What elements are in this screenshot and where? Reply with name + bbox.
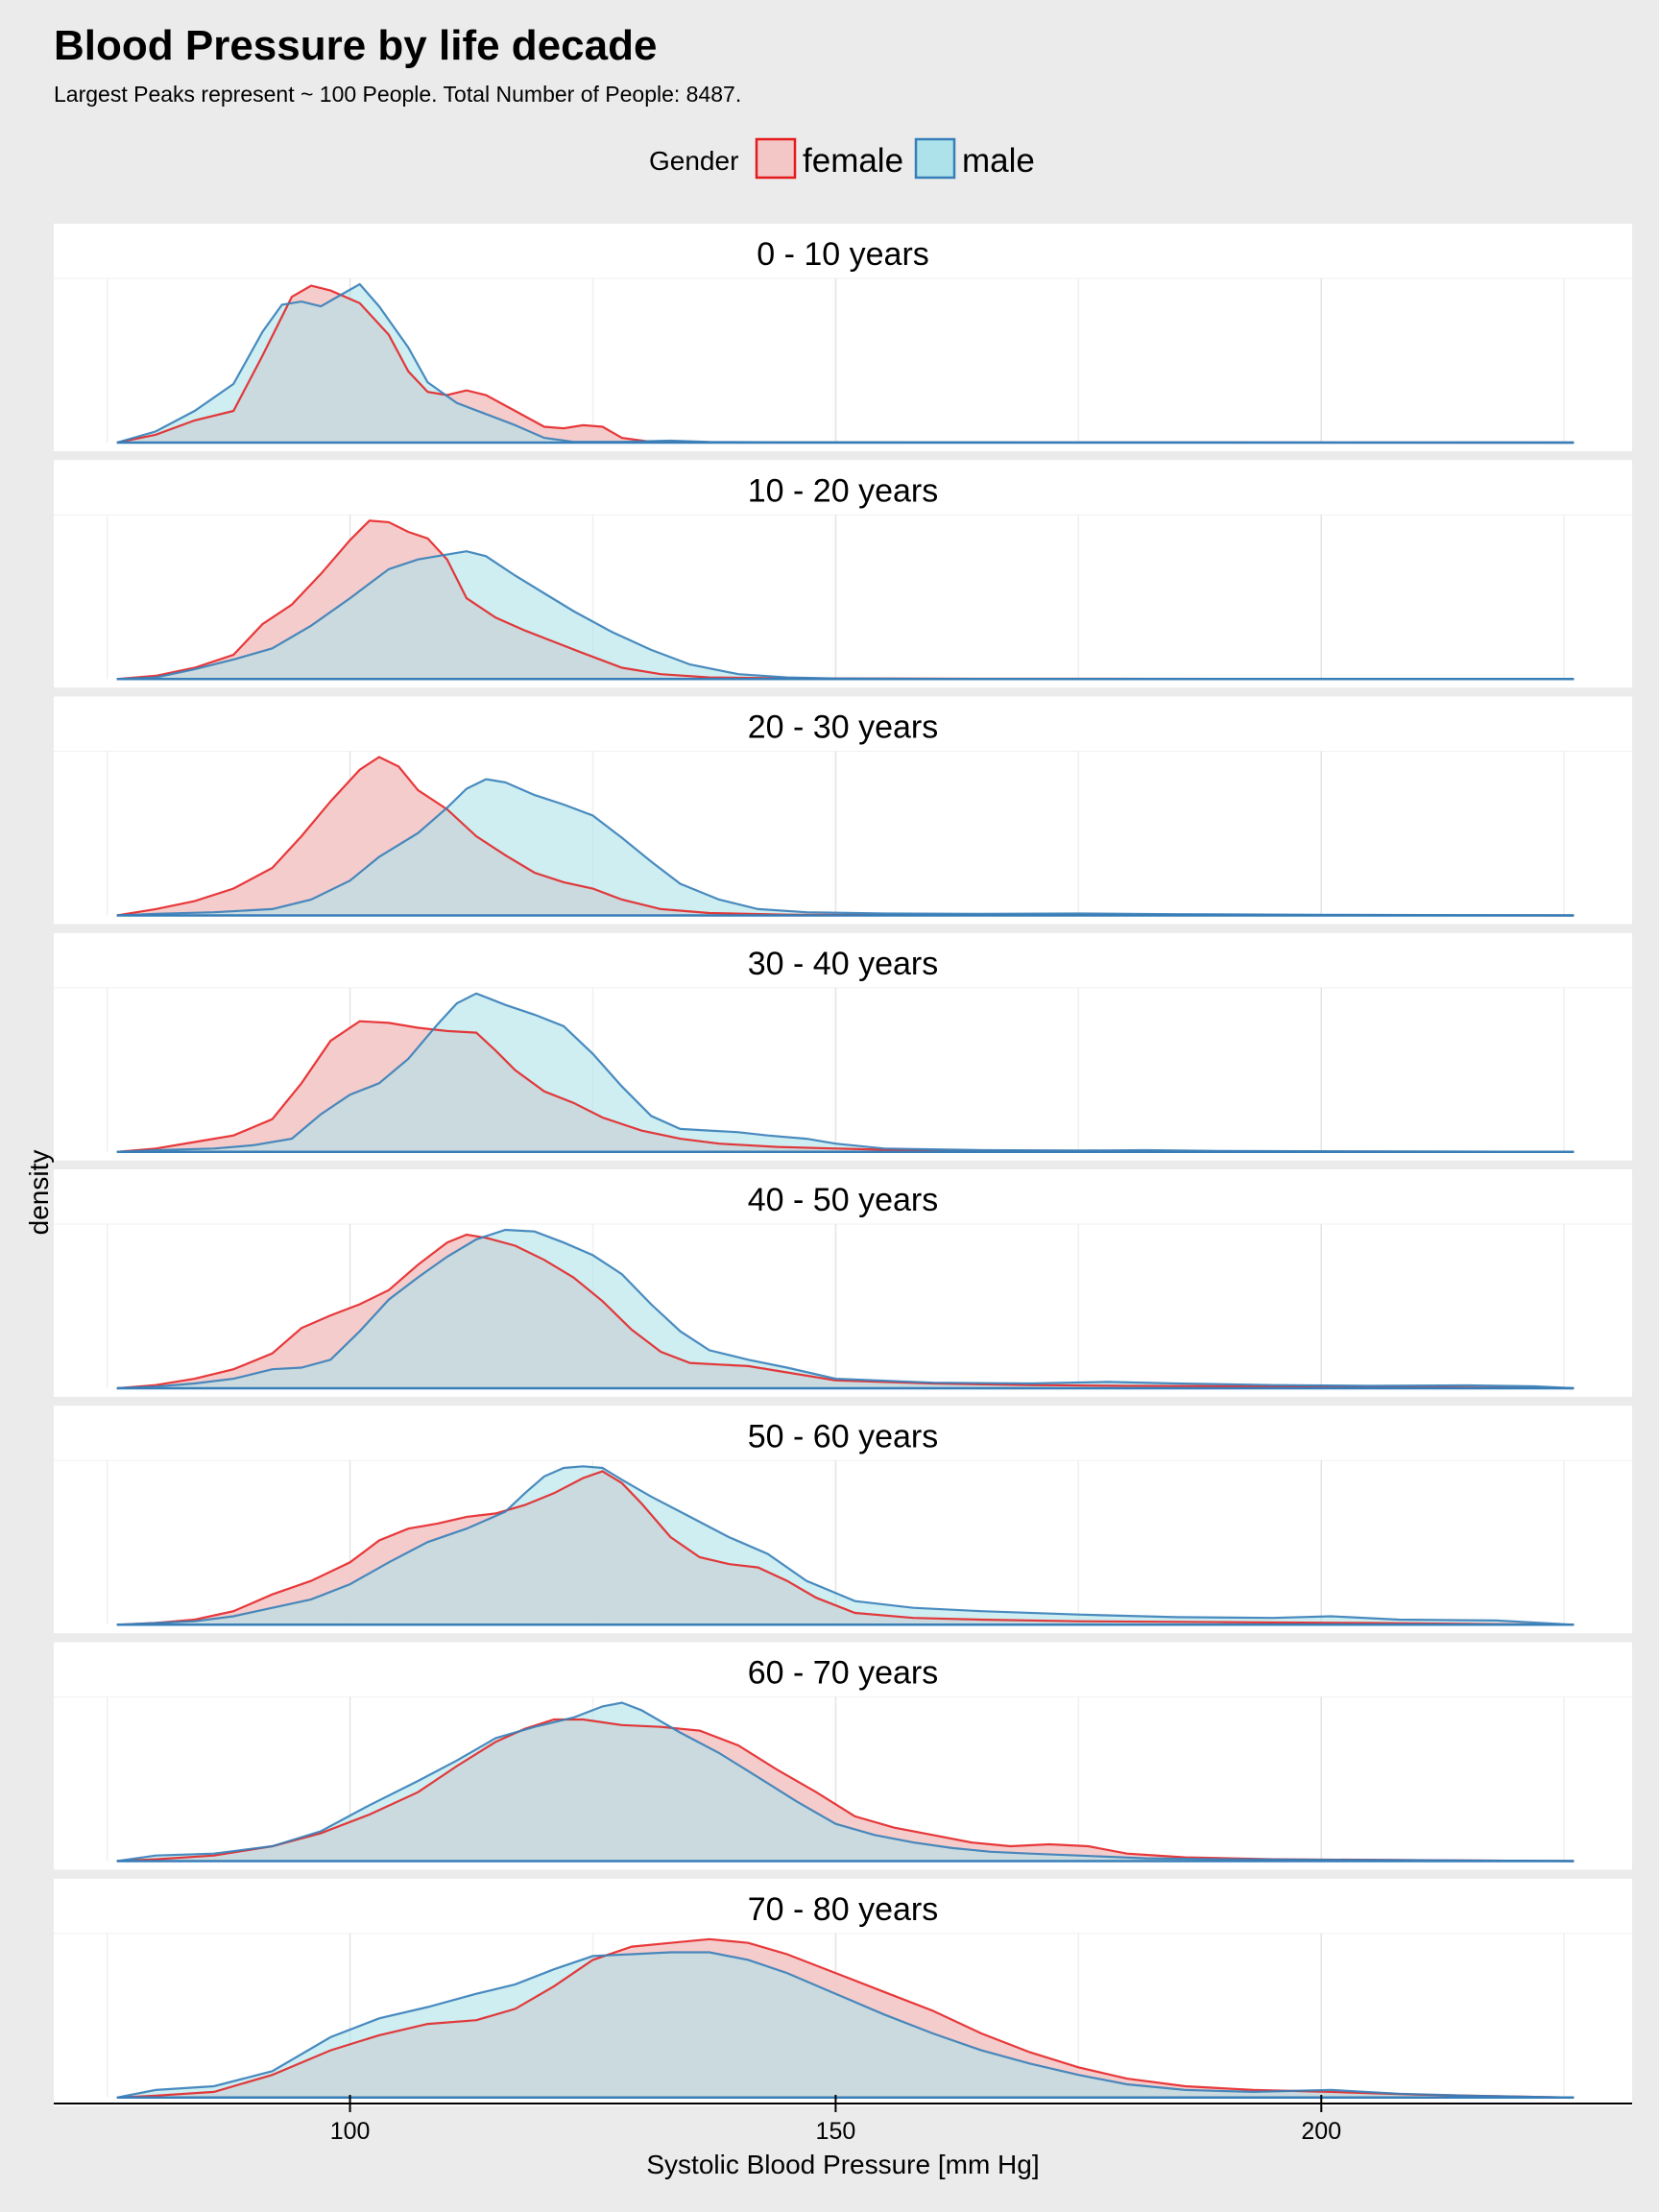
x-axis-ticks: 100 150 200: [330, 2095, 1341, 2145]
male-density-line: [116, 1228, 1575, 1390]
facet-panel: 50 - 60 years: [54, 1406, 1632, 1634]
male-density-area: [116, 1230, 1575, 1388]
male-density-area: [116, 993, 1575, 1152]
female-density-line: [116, 1470, 1575, 1626]
legend-label-male: male: [962, 142, 1035, 180]
facet-strip-label: 30 - 40 years: [748, 946, 938, 982]
facet-panel: 30 - 40 years: [54, 932, 1632, 1161]
male-density-line: [116, 1465, 1575, 1626]
female-density-line: [116, 756, 1575, 917]
male-density-line: [116, 1701, 1575, 1863]
legend-title: Gender: [649, 146, 738, 176]
facet-panel: 20 - 30 years: [54, 696, 1632, 925]
x-axis-label: Systolic Blood Pressure [mm Hg]: [646, 2150, 1039, 2179]
female-density-line: [116, 1020, 1575, 1153]
facet-panel: 10 - 20 years: [54, 460, 1632, 688]
facet-strip-label: 20 - 30 years: [748, 709, 938, 746]
facet-strip-label: 70 - 80 years: [748, 1891, 938, 1928]
facet-panel: 60 - 70 years: [54, 1642, 1632, 1870]
male-density-area: [116, 1952, 1575, 2098]
male-density-area: [116, 1702, 1575, 1862]
legend-label-female: female: [803, 142, 903, 180]
female-density-line: [116, 519, 1575, 681]
male-density-area: [116, 1466, 1575, 1625]
male-density-line: [116, 1951, 1575, 2099]
x-tick-label: 100: [330, 2118, 371, 2145]
legend: Gender female male: [649, 137, 1035, 180]
facet-panel: 0 - 10 years: [54, 224, 1632, 451]
x-tick-label: 150: [816, 2118, 856, 2145]
chart-title: Blood Pressure by life decade: [54, 22, 657, 69]
facet-strip-label: 60 - 70 years: [748, 1655, 938, 1692]
female-density-line: [116, 1718, 1575, 1863]
female-density-line: [116, 1233, 1575, 1390]
facet-panel: 70 - 80 years: [54, 1878, 1632, 2106]
male-density-area: [116, 551, 1575, 680]
legend-swatch-male: [914, 137, 956, 180]
male-density-line: [116, 282, 1575, 445]
male-density-area: [116, 779, 1575, 916]
facet-panels: 0 - 10 years 10 - 20 years 20 - 30 years 30…: [54, 224, 1632, 2106]
facet-strip-label: 40 - 50 years: [748, 1182, 938, 1218]
legend-swatch-female: [755, 137, 797, 180]
female-density-line: [116, 1937, 1575, 2099]
male-density-line: [116, 992, 1575, 1153]
facet-strip-label: 0 - 10 years: [757, 236, 929, 273]
male-density-area: [116, 284, 1575, 443]
facet-panel: 40 - 50 years: [54, 1169, 1632, 1397]
male-density-line: [116, 778, 1575, 917]
facet-strip-label: 50 - 60 years: [748, 1418, 938, 1455]
x-tick-label: 200: [1301, 2118, 1341, 2145]
y-axis-label: density: [24, 1150, 54, 1236]
female-density-area: [116, 285, 1575, 443]
facet-strip-label: 10 - 20 years: [748, 472, 938, 509]
male-density-line: [116, 550, 1575, 681]
chart-subtitle: Largest Peaks represent ~ 100 People. To…: [54, 82, 741, 107]
